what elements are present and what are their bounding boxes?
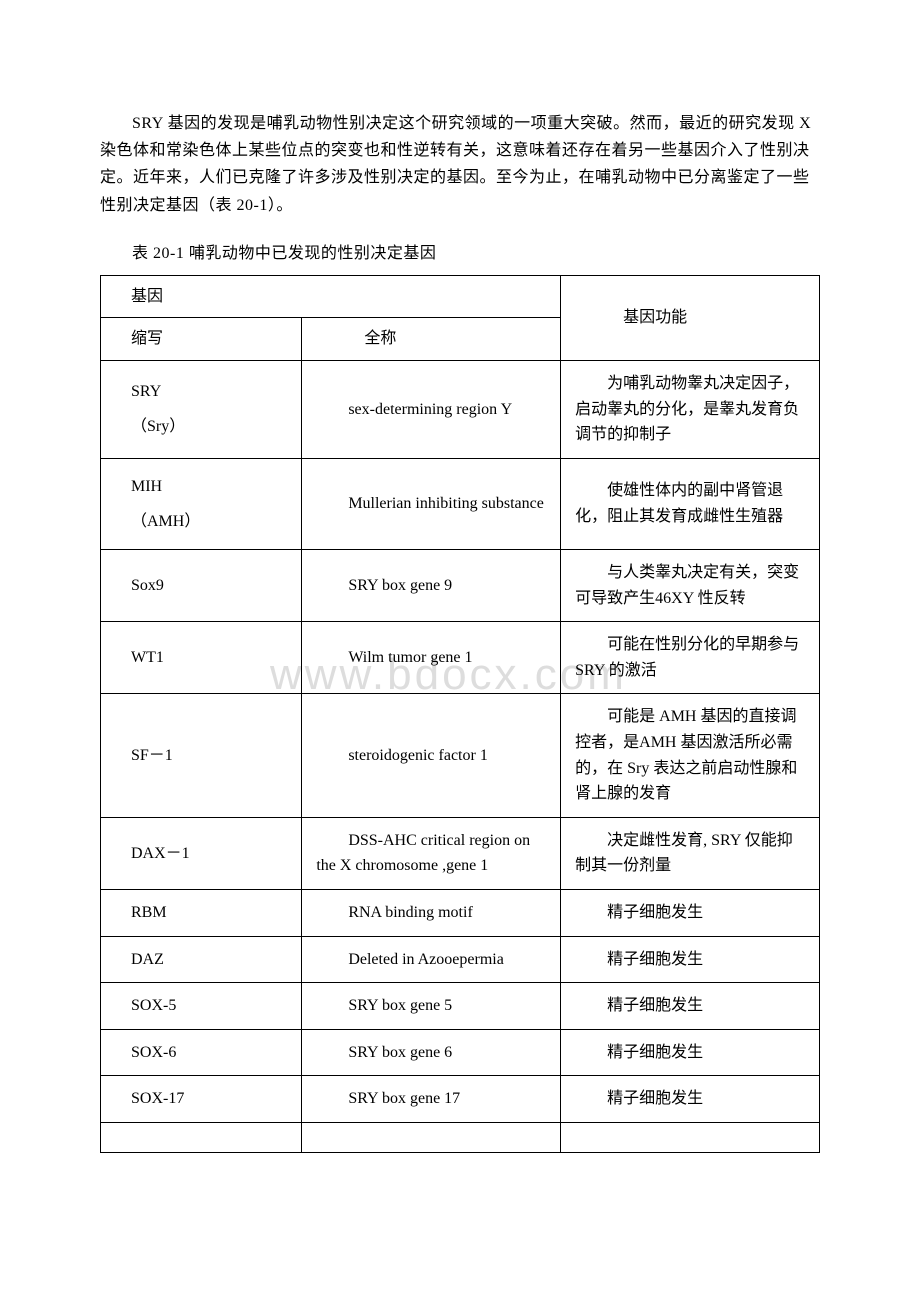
header-gene: 基因 xyxy=(101,275,561,318)
cell-full: Deleted in Azooepermia xyxy=(302,936,561,983)
table-caption: 表 20-1 哺乳动物中已发现的性别决定基因 xyxy=(100,239,820,263)
table-row: SOX-5 SRY box gene 5 精子细胞发生 xyxy=(101,983,820,1030)
cell-full: SRY box gene 6 xyxy=(302,1029,561,1076)
abbr-line1: SRY xyxy=(131,374,285,409)
cell-full: steroidogenic factor 1 xyxy=(302,694,561,817)
cell-func: 可能在性别分化的早期参与 SRY 的激活 xyxy=(561,622,820,694)
cell-func: 精子细胞发生 xyxy=(561,1076,820,1123)
gene-table: 基因 基因功能 缩写 全称 SRY （Sry） sex-determining … xyxy=(100,275,820,1153)
table-row: SOX-6 SRY box gene 6 精子细胞发生 xyxy=(101,1029,820,1076)
abbr-line1: MIH xyxy=(131,469,285,504)
cell-func: 精子细胞发生 xyxy=(561,890,820,937)
header-abbr: 缩写 xyxy=(101,318,302,361)
header-full: 全称 xyxy=(302,318,561,361)
header-function: 基因功能 xyxy=(561,275,820,360)
cell-full: SRY box gene 9 xyxy=(302,550,561,622)
table-empty-row xyxy=(101,1123,820,1153)
cell-abbr: MIH （AMH） xyxy=(101,458,302,549)
abbr-line2: （AMH） xyxy=(131,504,285,539)
cell-full: SRY box gene 5 xyxy=(302,983,561,1030)
table-row: SOX-17 SRY box gene 17 精子细胞发生 xyxy=(101,1076,820,1123)
cell-abbr: SOX-17 xyxy=(101,1076,302,1123)
table-row: RBM RNA binding motif 精子细胞发生 xyxy=(101,890,820,937)
cell-abbr: SOX-5 xyxy=(101,983,302,1030)
empty-cell xyxy=(561,1123,820,1153)
cell-abbr: SOX-6 xyxy=(101,1029,302,1076)
cell-func: 决定雌性发育, SRY 仅能抑制其一份剂量 xyxy=(561,817,820,889)
cell-func: 精子细胞发生 xyxy=(561,1029,820,1076)
cell-full: DSS-AHC critical region on the X chromos… xyxy=(302,817,561,889)
cell-func: 精子细胞发生 xyxy=(561,983,820,1030)
cell-abbr: DAX－1 xyxy=(101,817,302,889)
cell-func: 精子细胞发生 xyxy=(561,936,820,983)
abbr-line2: （Sry） xyxy=(131,409,285,444)
cell-func: 与人类睾丸决定有关，突变可导致产生46XY 性反转 xyxy=(561,550,820,622)
cell-full: SRY box gene 17 xyxy=(302,1076,561,1123)
cell-full: Mullerian inhibiting substance xyxy=(302,458,561,549)
table-row: SRY （Sry） sex-determining region Y 为哺乳动物… xyxy=(101,360,820,458)
table-row: DAZ Deleted in Azooepermia 精子细胞发生 xyxy=(101,936,820,983)
cell-full: sex-determining region Y xyxy=(302,360,561,458)
table-row: WT1 Wilm tumor gene 1 可能在性别分化的早期参与 SRY 的… xyxy=(101,622,820,694)
intro-paragraph: SRY 基因的发现是哺乳动物性别决定这个研究领域的一项重大突破。然而，最近的研究… xyxy=(100,110,820,219)
cell-abbr: WT1 xyxy=(101,622,302,694)
cell-func: 可能是 AMH 基因的直接调控者，是AMH 基因激活所必需的，在 Sry 表达之… xyxy=(561,694,820,817)
table-header-row-1: 基因 基因功能 xyxy=(101,275,820,318)
cell-full: Wilm tumor gene 1 xyxy=(302,622,561,694)
table-row: DAX－1 DSS-AHC critical region on the X c… xyxy=(101,817,820,889)
empty-cell xyxy=(302,1123,561,1153)
cell-abbr: DAZ xyxy=(101,936,302,983)
table-row: MIH （AMH） Mullerian inhibiting substance… xyxy=(101,458,820,549)
cell-abbr: Sox9 xyxy=(101,550,302,622)
table-row: SF－1 steroidogenic factor 1 可能是 AMH 基因的直… xyxy=(101,694,820,817)
cell-abbr: SRY （Sry） xyxy=(101,360,302,458)
empty-cell xyxy=(101,1123,302,1153)
cell-abbr: SF－1 xyxy=(101,694,302,817)
table-row: Sox9 SRY box gene 9 与人类睾丸决定有关，突变可导致产生46X… xyxy=(101,550,820,622)
cell-full: RNA binding motif xyxy=(302,890,561,937)
cell-func: 使雄性体内的副中肾管退化，阻止其发育成雌性生殖器 xyxy=(561,458,820,549)
cell-abbr: RBM xyxy=(101,890,302,937)
cell-func: 为哺乳动物睾丸决定因子，启动睾丸的分化，是睾丸发育负调节的抑制子 xyxy=(561,360,820,458)
